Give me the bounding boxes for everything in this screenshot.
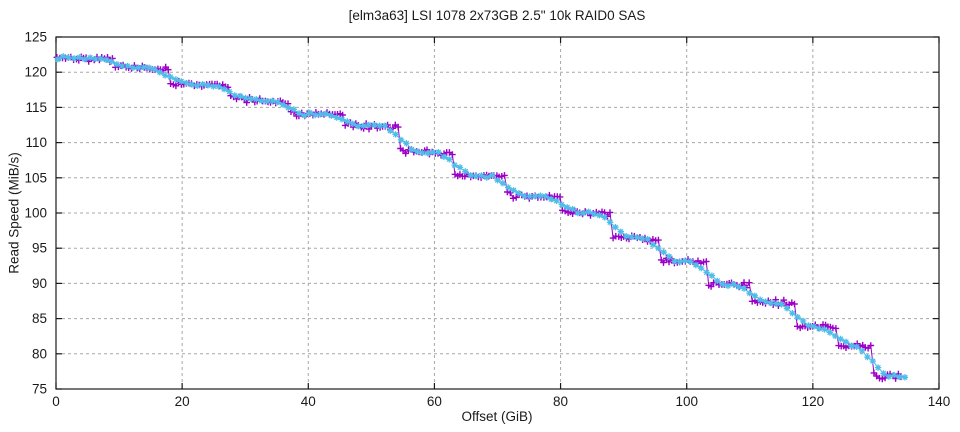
y-tick-label: 115 <box>25 100 47 115</box>
series-smoothed-asterisk-markers <box>54 53 909 381</box>
series-raw-read-speed <box>53 53 905 383</box>
y-tick-label: 100 <box>24 206 47 221</box>
series-raw-plus-markers <box>53 53 905 383</box>
y-tick-label: 125 <box>24 30 47 45</box>
plot-border <box>55 36 940 390</box>
x-tick-label: 100 <box>675 394 698 409</box>
y-tick-label: 85 <box>32 311 47 326</box>
series-smoothed-line <box>57 55 905 378</box>
x-tick-label: 140 <box>928 394 951 409</box>
y-tick-label: 75 <box>32 382 47 397</box>
series-smoothed-read-speed <box>54 53 909 381</box>
x-tick-label: 120 <box>802 394 825 409</box>
x-tick-label: 0 <box>52 394 60 409</box>
x-axis-label: Offset (GiB) <box>461 409 533 424</box>
y-tick-label: 80 <box>32 346 47 361</box>
x-tick-label: 20 <box>175 394 190 409</box>
y-tick-label: 110 <box>25 135 47 150</box>
x-tick-label: 40 <box>301 394 316 409</box>
y-tick-label: 105 <box>24 170 47 185</box>
y-tick-label: 120 <box>24 65 47 80</box>
y-tick-label: 95 <box>32 241 47 256</box>
x-tick-label: 80 <box>553 394 568 409</box>
x-tick-label: 60 <box>427 394 442 409</box>
grid-lines <box>56 37 939 389</box>
axis-tick-labels: 0 20 40 60 80 100 120 140 75 80 85 90 95 100 105 110 115… <box>24 30 950 410</box>
series-raw-line <box>56 56 902 380</box>
y-tick-label: 90 <box>32 276 47 291</box>
chart-title: [elm3a63] LSI 1078 2x73GB 2.5" 10k RAID0… <box>348 8 646 23</box>
